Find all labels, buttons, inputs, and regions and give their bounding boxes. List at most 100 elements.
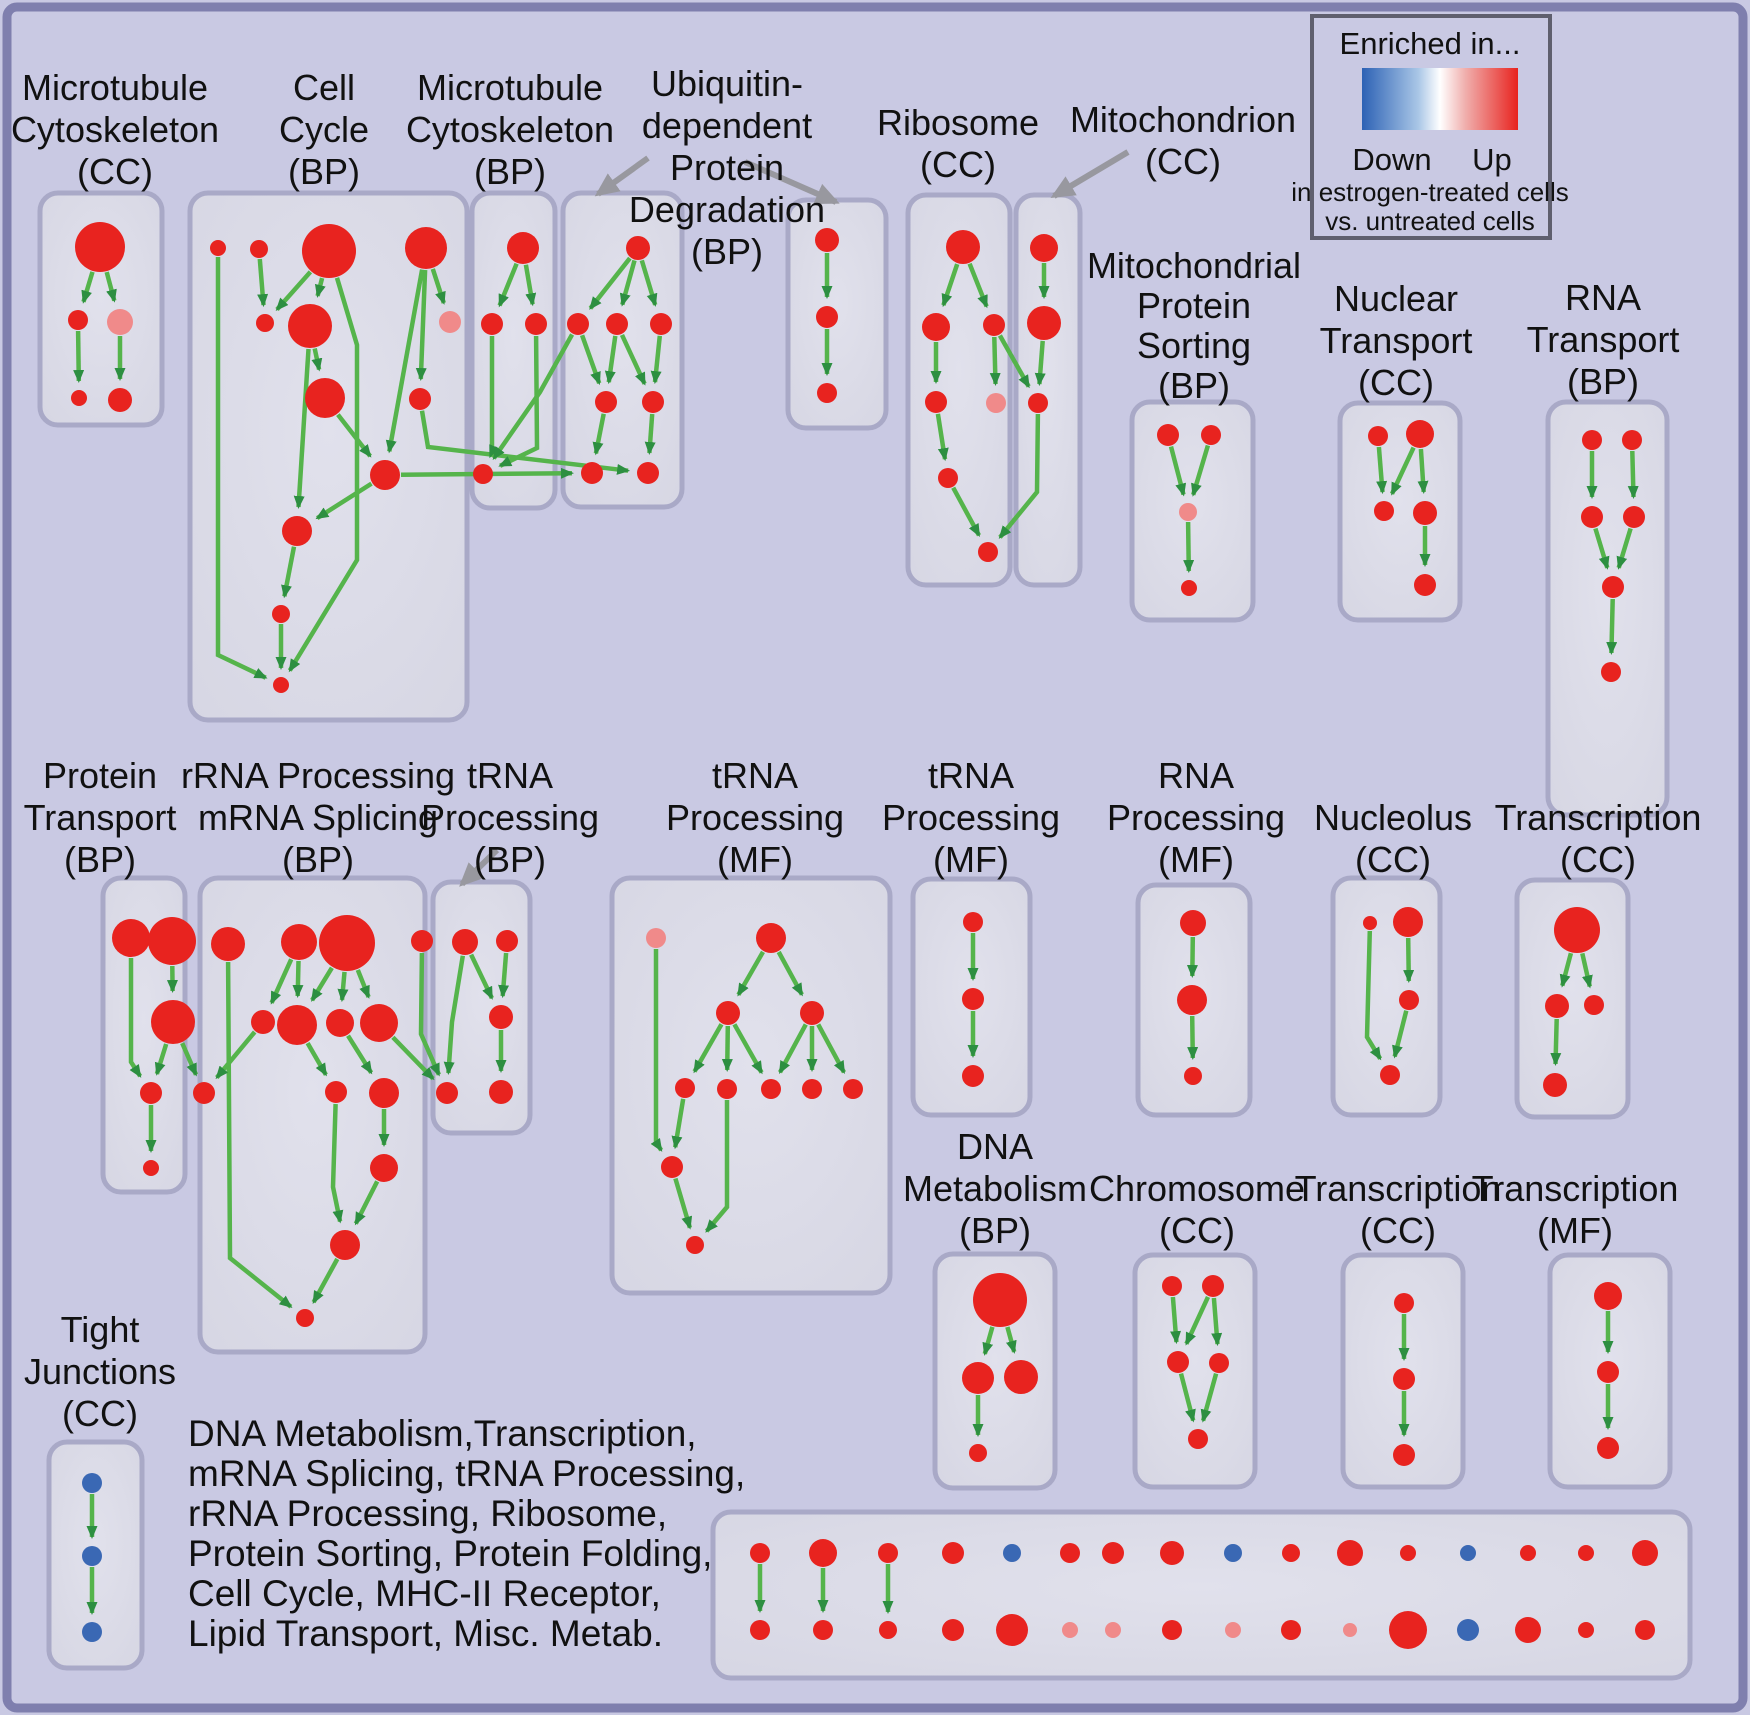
go-term-node-c7 (305, 378, 345, 418)
edge-g9-g10 (673, 1177, 693, 1230)
box-trna-processing-mf-large (609, 875, 893, 1296)
go-term-node-z0 (1594, 1282, 1622, 1310)
go-term-node-ms1 (1201, 425, 1221, 445)
edge-u1-u4 (579, 334, 602, 386)
go-term-node-g9 (661, 1156, 683, 1178)
go-term-node-ms0 (1157, 424, 1179, 446)
edge-n1-n2 (1403, 937, 1415, 983)
go-term-node-j1 (82, 1546, 102, 1566)
label-ubiquitin-degradation-bp: Ubiquitin-dependent Protein Degradation (BP… (629, 63, 825, 272)
callout-arrows-layer (459, 149, 1130, 887)
go-term-node-p4 (143, 1160, 159, 1176)
go-term-node-k4 (489, 1080, 513, 1104)
legend-subtitle-1: in estrogen-treated cells (1291, 177, 1568, 207)
go-term-node-f4b (942, 1619, 964, 1641)
go-term-node-k0 (452, 929, 478, 955)
go-term-node-a2 (107, 309, 133, 335)
go-term-node-c1 (250, 240, 268, 258)
go-term-node-r7 (360, 1004, 398, 1042)
edge-p0-p3 (128, 958, 143, 1078)
go-term-node-rt3 (1623, 506, 1645, 528)
go-term-node-rt4 (1602, 576, 1624, 598)
edge-g2-g5 (721, 1025, 733, 1072)
go-term-node-f1b (750, 1620, 770, 1640)
go-term-node-n2 (1399, 990, 1419, 1010)
go-term-node-f10b (1281, 1620, 1301, 1640)
go-term-node-y2 (1393, 1444, 1415, 1466)
box-nucleolus-cc (1330, 875, 1443, 1118)
go-term-node-q1 (1177, 985, 1207, 1015)
edge-b0-b1 (941, 263, 960, 308)
edge-h3-h4 (1200, 1373, 1219, 1423)
edge-r5-r9 (305, 1041, 328, 1077)
edge-ms0-ms2 (1168, 446, 1187, 497)
edge-ms1-ms2 (1191, 444, 1211, 497)
go-term-node-h3 (1209, 1353, 1229, 1373)
edge-rt3-rt4 (1616, 527, 1633, 570)
edge-u1-m3 (491, 333, 575, 461)
go-term-node-f9b (1225, 1622, 1241, 1638)
go-term-node-b2 (983, 314, 1005, 336)
edge-h1-h3 (1211, 1297, 1223, 1347)
go-term-node-a3 (71, 390, 87, 406)
go-term-node-f7t (1102, 1542, 1124, 1564)
edge-c10-c11 (281, 546, 297, 599)
go-term-node-u7 (637, 462, 659, 484)
go-term-node-mt1 (1027, 306, 1061, 340)
label-microtubule-cytoskeleton-cc: Microtubule Cytoskeleton (CC) (11, 67, 219, 192)
edge-c8-u7 (419, 410, 631, 475)
edge-c9-c10 (315, 481, 373, 520)
go-term-node-k2 (489, 1005, 513, 1029)
go-term-node-f12b (1389, 1611, 1427, 1649)
edge-u5-u7 (644, 413, 656, 455)
go-term-node-r3 (411, 930, 433, 952)
label-dna-metabolism: DNA Metabolism (BP) (903, 1126, 1087, 1251)
go-term-node-a0 (75, 222, 125, 272)
edge-nt1-nt3 (1417, 448, 1429, 494)
go-term-node-r9 (325, 1081, 347, 1103)
edge-rt1-rt3 (1627, 450, 1639, 499)
label-microtubule-cytoskeleton-bp: Microtubule Cytoskeleton (BP) (406, 67, 614, 192)
go-term-node-r4 (251, 1010, 275, 1034)
box-chromosome-cc (1132, 1252, 1258, 1490)
edge-r2-r6 (337, 971, 349, 1003)
go-term-node-j2 (82, 1622, 102, 1642)
edge-u0-u3 (639, 259, 658, 307)
edge-n2-n3 (1392, 1010, 1409, 1059)
box-mitochondrion-cc (1013, 192, 1083, 588)
go-term-node-c12 (273, 677, 289, 693)
edge-g5-g10 (704, 1100, 730, 1233)
go-term-node-s2 (962, 1065, 984, 1087)
edge-c2-c4 (275, 270, 313, 311)
legend: Enriched in... Down Up in estrogen-treat… (1291, 14, 1569, 240)
go-term-node-rt1 (1622, 430, 1642, 450)
footnote-misc-categories: DNA Metabolism,Transcription, mRNA Splici… (188, 1413, 745, 1654)
go-term-node-c8 (409, 388, 431, 410)
go-term-node-p0 (112, 919, 150, 957)
label-rna-processing-mf: RNA Processing (MF) (1107, 755, 1285, 880)
go-term-node-r6 (326, 1009, 354, 1037)
edge-c3-c8 (415, 269, 428, 381)
edge-q1-q2 (1187, 1015, 1199, 1060)
go-term-node-r13 (296, 1309, 314, 1327)
go-term-node-m1 (481, 313, 503, 335)
go-term-node-nt4 (1414, 574, 1436, 596)
go-term-node-f6t (1060, 1543, 1080, 1563)
go-term-node-j0 (82, 1473, 102, 1493)
edge-w0-w1 (1559, 952, 1574, 988)
go-term-node-f9t (1224, 1544, 1242, 1562)
go-term-node-f13t (1460, 1545, 1476, 1561)
edge-nt0-nt2 (1376, 446, 1388, 495)
edge-p2-p3 (154, 1043, 169, 1076)
go-term-node-c4 (256, 314, 274, 332)
edge-r2-r7 (355, 969, 371, 999)
go-term-node-f3b (879, 1621, 897, 1639)
go-term-node-q0 (1180, 910, 1206, 936)
go-term-node-f11b (1343, 1623, 1357, 1637)
go-term-node-f11t (1337, 1540, 1363, 1566)
go-term-node-f8t (1160, 1541, 1184, 1565)
go-term-node-rt5 (1601, 662, 1621, 682)
go-term-node-g10 (686, 1236, 704, 1254)
go-term-node-r1 (281, 924, 317, 960)
go-term-node-y0 (1394, 1293, 1414, 1313)
